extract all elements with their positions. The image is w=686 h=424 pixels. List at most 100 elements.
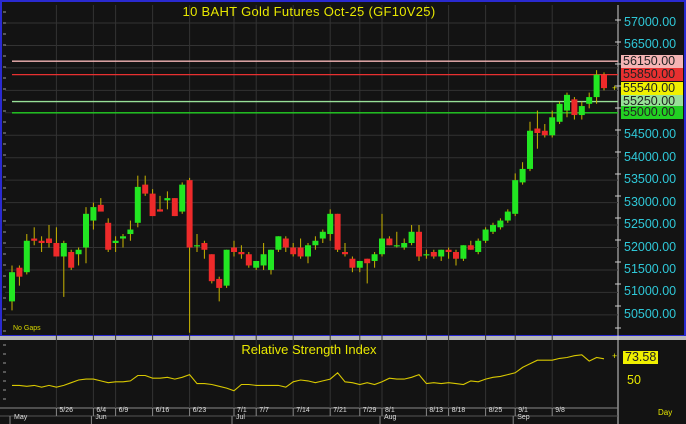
candle-down <box>386 238 393 246</box>
candle-up <box>497 220 504 228</box>
price-axis-label: 54000.00 <box>624 149 677 164</box>
candle-down <box>467 245 474 250</box>
candle-down <box>142 184 149 194</box>
rsi-level-50: 50 <box>627 373 641 387</box>
candle-up <box>379 238 385 255</box>
x-tick-label: 8/1 <box>385 407 395 414</box>
candle-down <box>16 267 23 277</box>
candle-up <box>549 117 556 136</box>
x-tick-label: 8/18 <box>451 407 466 414</box>
level-label: 55250.00 <box>621 95 683 109</box>
candle-up <box>260 254 267 266</box>
candle-up <box>327 213 334 235</box>
candle-down <box>334 213 341 250</box>
candle-down <box>186 180 193 248</box>
candle-down <box>31 238 38 241</box>
candle-up <box>75 249 82 255</box>
candle-down <box>297 247 304 257</box>
candle-up <box>356 260 363 268</box>
x-tick-label: 7/1 <box>237 407 247 414</box>
candle-down <box>349 258 356 268</box>
candle-down <box>601 74 607 89</box>
month-label: Jun <box>95 414 107 421</box>
chart-title: 10 BAHT Gold Futures Oct-25 (GF10V25) <box>182 4 436 19</box>
candle-up <box>593 74 600 98</box>
period-label[interactable]: Day <box>658 408 673 417</box>
candle-down <box>53 243 60 257</box>
candle-up <box>23 240 30 273</box>
candle-down <box>46 238 52 244</box>
candle-down <box>245 254 252 266</box>
candle-up <box>438 249 445 257</box>
candle-down <box>216 278 223 288</box>
candle-down <box>201 243 208 250</box>
x-tick-label: 9/1 <box>518 407 528 414</box>
candle-down <box>208 254 215 282</box>
candle-down <box>290 247 297 255</box>
candle-down <box>534 128 541 134</box>
candle-up <box>112 240 119 244</box>
x-tick-label: 6/9 <box>118 407 129 414</box>
candle-up <box>268 249 274 270</box>
candle-down <box>97 204 104 212</box>
price-axis-label: 52000.00 <box>624 239 677 254</box>
candle-up <box>578 106 585 116</box>
candle-up <box>83 213 89 248</box>
rsi-marker-icon: + <box>612 351 618 361</box>
candle-up <box>312 240 319 246</box>
candle-up <box>527 130 533 169</box>
candle-up <box>423 254 430 256</box>
candle-up <box>460 245 467 259</box>
candle-up <box>482 229 489 241</box>
candle-down <box>445 249 452 252</box>
candle-up <box>179 184 186 212</box>
candle-up <box>393 245 400 247</box>
rsi-title: Relative Strength Index <box>241 342 377 357</box>
x-tick-label: 6/23 <box>192 407 207 414</box>
candle-down <box>38 240 45 244</box>
candle-down <box>416 231 422 257</box>
x-tick-label: 5/26 <box>59 407 74 414</box>
candle-down <box>453 251 459 259</box>
candle-down <box>171 198 178 217</box>
candle-down <box>149 193 156 217</box>
price-axis-label: 54500.00 <box>624 127 677 142</box>
candle-up <box>120 236 126 239</box>
candle-up <box>512 180 519 214</box>
x-tick-label: 7/21 <box>333 407 347 414</box>
candle-up <box>194 245 200 247</box>
x-tick-label: 8/25 <box>488 407 503 414</box>
candle-down <box>231 247 237 252</box>
candle-up <box>519 168 526 183</box>
price-axis-label: 56500.00 <box>624 37 677 52</box>
candle-up <box>401 243 408 248</box>
candle-up <box>371 254 378 261</box>
candle-down <box>541 130 548 136</box>
candle-down <box>68 251 75 268</box>
x-tick-label: 7/14 <box>296 407 310 414</box>
month-label: May <box>14 414 28 421</box>
candle-down <box>157 209 163 212</box>
price-axis-label: 52500.00 <box>624 217 677 232</box>
candle-up <box>490 225 496 232</box>
candle-down <box>282 238 289 248</box>
candle-up <box>134 186 141 223</box>
no-gaps-note: No Gaps <box>13 325 41 332</box>
price-axis-label: 57000.00 <box>624 15 677 29</box>
month-label: Aug <box>384 414 397 421</box>
price-axis-label: 53000.00 <box>624 194 677 209</box>
level-label: 55850.00 <box>621 68 683 82</box>
candle-up <box>504 211 511 221</box>
candle-up <box>319 231 326 239</box>
level-label: 56150.00 <box>621 54 683 68</box>
candle-down <box>571 99 578 116</box>
price-axis-label: 51000.00 <box>624 284 677 299</box>
candle-up <box>275 236 282 250</box>
last-price-marker-icon: + <box>612 83 618 93</box>
candle-up <box>223 249 230 286</box>
candle-down <box>238 251 245 255</box>
candle-up <box>586 97 593 104</box>
candle-up <box>475 240 482 252</box>
